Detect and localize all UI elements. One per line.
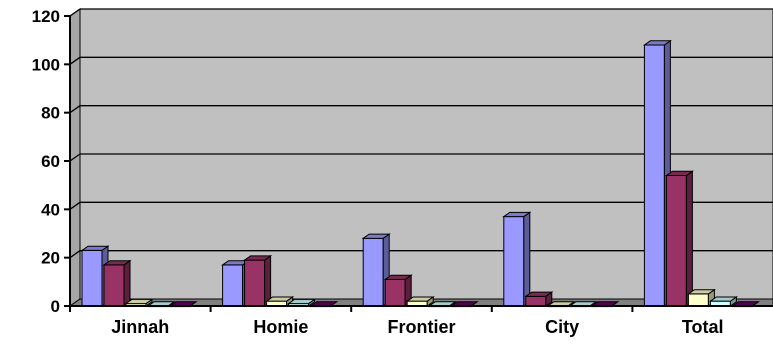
x-tick-label: Total [682, 317, 724, 337]
bar [405, 296, 435, 307]
x-tick-label: Homie [253, 317, 308, 337]
bar [287, 298, 317, 307]
y-tick-label: 0 [51, 297, 60, 316]
y-tick-label: 100 [32, 55, 60, 74]
bar [102, 259, 132, 307]
bar [686, 288, 716, 307]
bar-side [123, 259, 131, 307]
x-tick-label: City [545, 317, 579, 337]
x-tick-label: Frontier [387, 317, 455, 337]
gridline-side [69, 250, 81, 259]
gridline-side [69, 8, 81, 17]
gridline-side [69, 105, 81, 114]
bar-front [503, 216, 525, 307]
bar-front [81, 249, 103, 307]
axes: 0 20 40 60 80 100 120 Jinnah Homie Frontier City To… [32, 7, 773, 337]
bar-top [383, 274, 413, 280]
bar-top [664, 170, 694, 176]
bar-front [643, 44, 665, 307]
bar-front [362, 237, 384, 307]
bar-front [103, 264, 125, 307]
bar [664, 170, 694, 307]
bar-top [642, 40, 672, 46]
bar-top [708, 296, 738, 302]
bar-front [665, 175, 687, 307]
bar-front [525, 295, 547, 307]
bar-top [361, 233, 391, 239]
bar-side [685, 170, 693, 307]
bar-top [80, 245, 110, 251]
bar-front [244, 259, 266, 307]
gridline-side [69, 56, 81, 65]
bar-top [287, 298, 317, 305]
bar-front [222, 264, 244, 307]
bar [642, 39, 672, 307]
bar [502, 211, 532, 307]
bar-top [405, 296, 435, 302]
bar [383, 274, 413, 307]
bar-side [523, 211, 531, 307]
bar [708, 296, 738, 307]
y-tick-label: 20 [41, 249, 60, 268]
y-tick-label: 80 [41, 104, 60, 123]
bar-top [124, 298, 154, 305]
bar-front [687, 293, 709, 307]
bar [524, 291, 554, 307]
gridline-side [69, 201, 81, 210]
bar-top [265, 296, 295, 302]
y-tick-label: 60 [41, 152, 60, 171]
bar-top [686, 289, 716, 295]
bar-top [102, 260, 132, 266]
bar-top [502, 211, 532, 218]
bar-front [384, 278, 406, 307]
bar-top [243, 255, 273, 261]
bar [243, 254, 273, 307]
gridline-side [69, 153, 81, 162]
y-tick-label: 120 [32, 7, 60, 26]
x-tick-label: Jinnah [111, 317, 169, 337]
bar-top [524, 291, 554, 297]
y-tick-label: 40 [41, 200, 60, 219]
bar [124, 298, 154, 307]
